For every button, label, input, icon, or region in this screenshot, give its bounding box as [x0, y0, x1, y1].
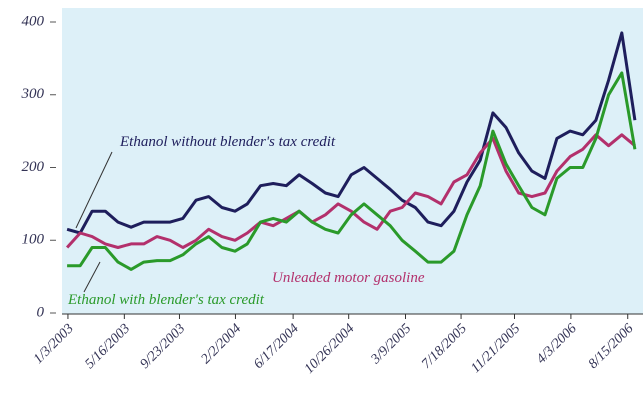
y-tick-label: 100: [22, 232, 45, 248]
plot-area: [62, 8, 643, 314]
series-line: [66, 31, 637, 235]
leader-line: [83, 261, 101, 293]
y-tick-label: 400: [22, 13, 45, 29]
series-label: Unleaded motor gasoline: [272, 270, 425, 286]
series-label: Ethanol with blender's tax credit: [67, 292, 265, 308]
series-label: Ethanol without blender's tax credit: [119, 134, 336, 150]
leader-line: [75, 151, 113, 229]
y-tick-label: 300: [21, 86, 45, 102]
y-tick-label: 200: [22, 159, 45, 175]
series-line: [65, 133, 636, 249]
series-line: [67, 71, 637, 271]
y-tick-label: 0: [37, 304, 45, 320]
